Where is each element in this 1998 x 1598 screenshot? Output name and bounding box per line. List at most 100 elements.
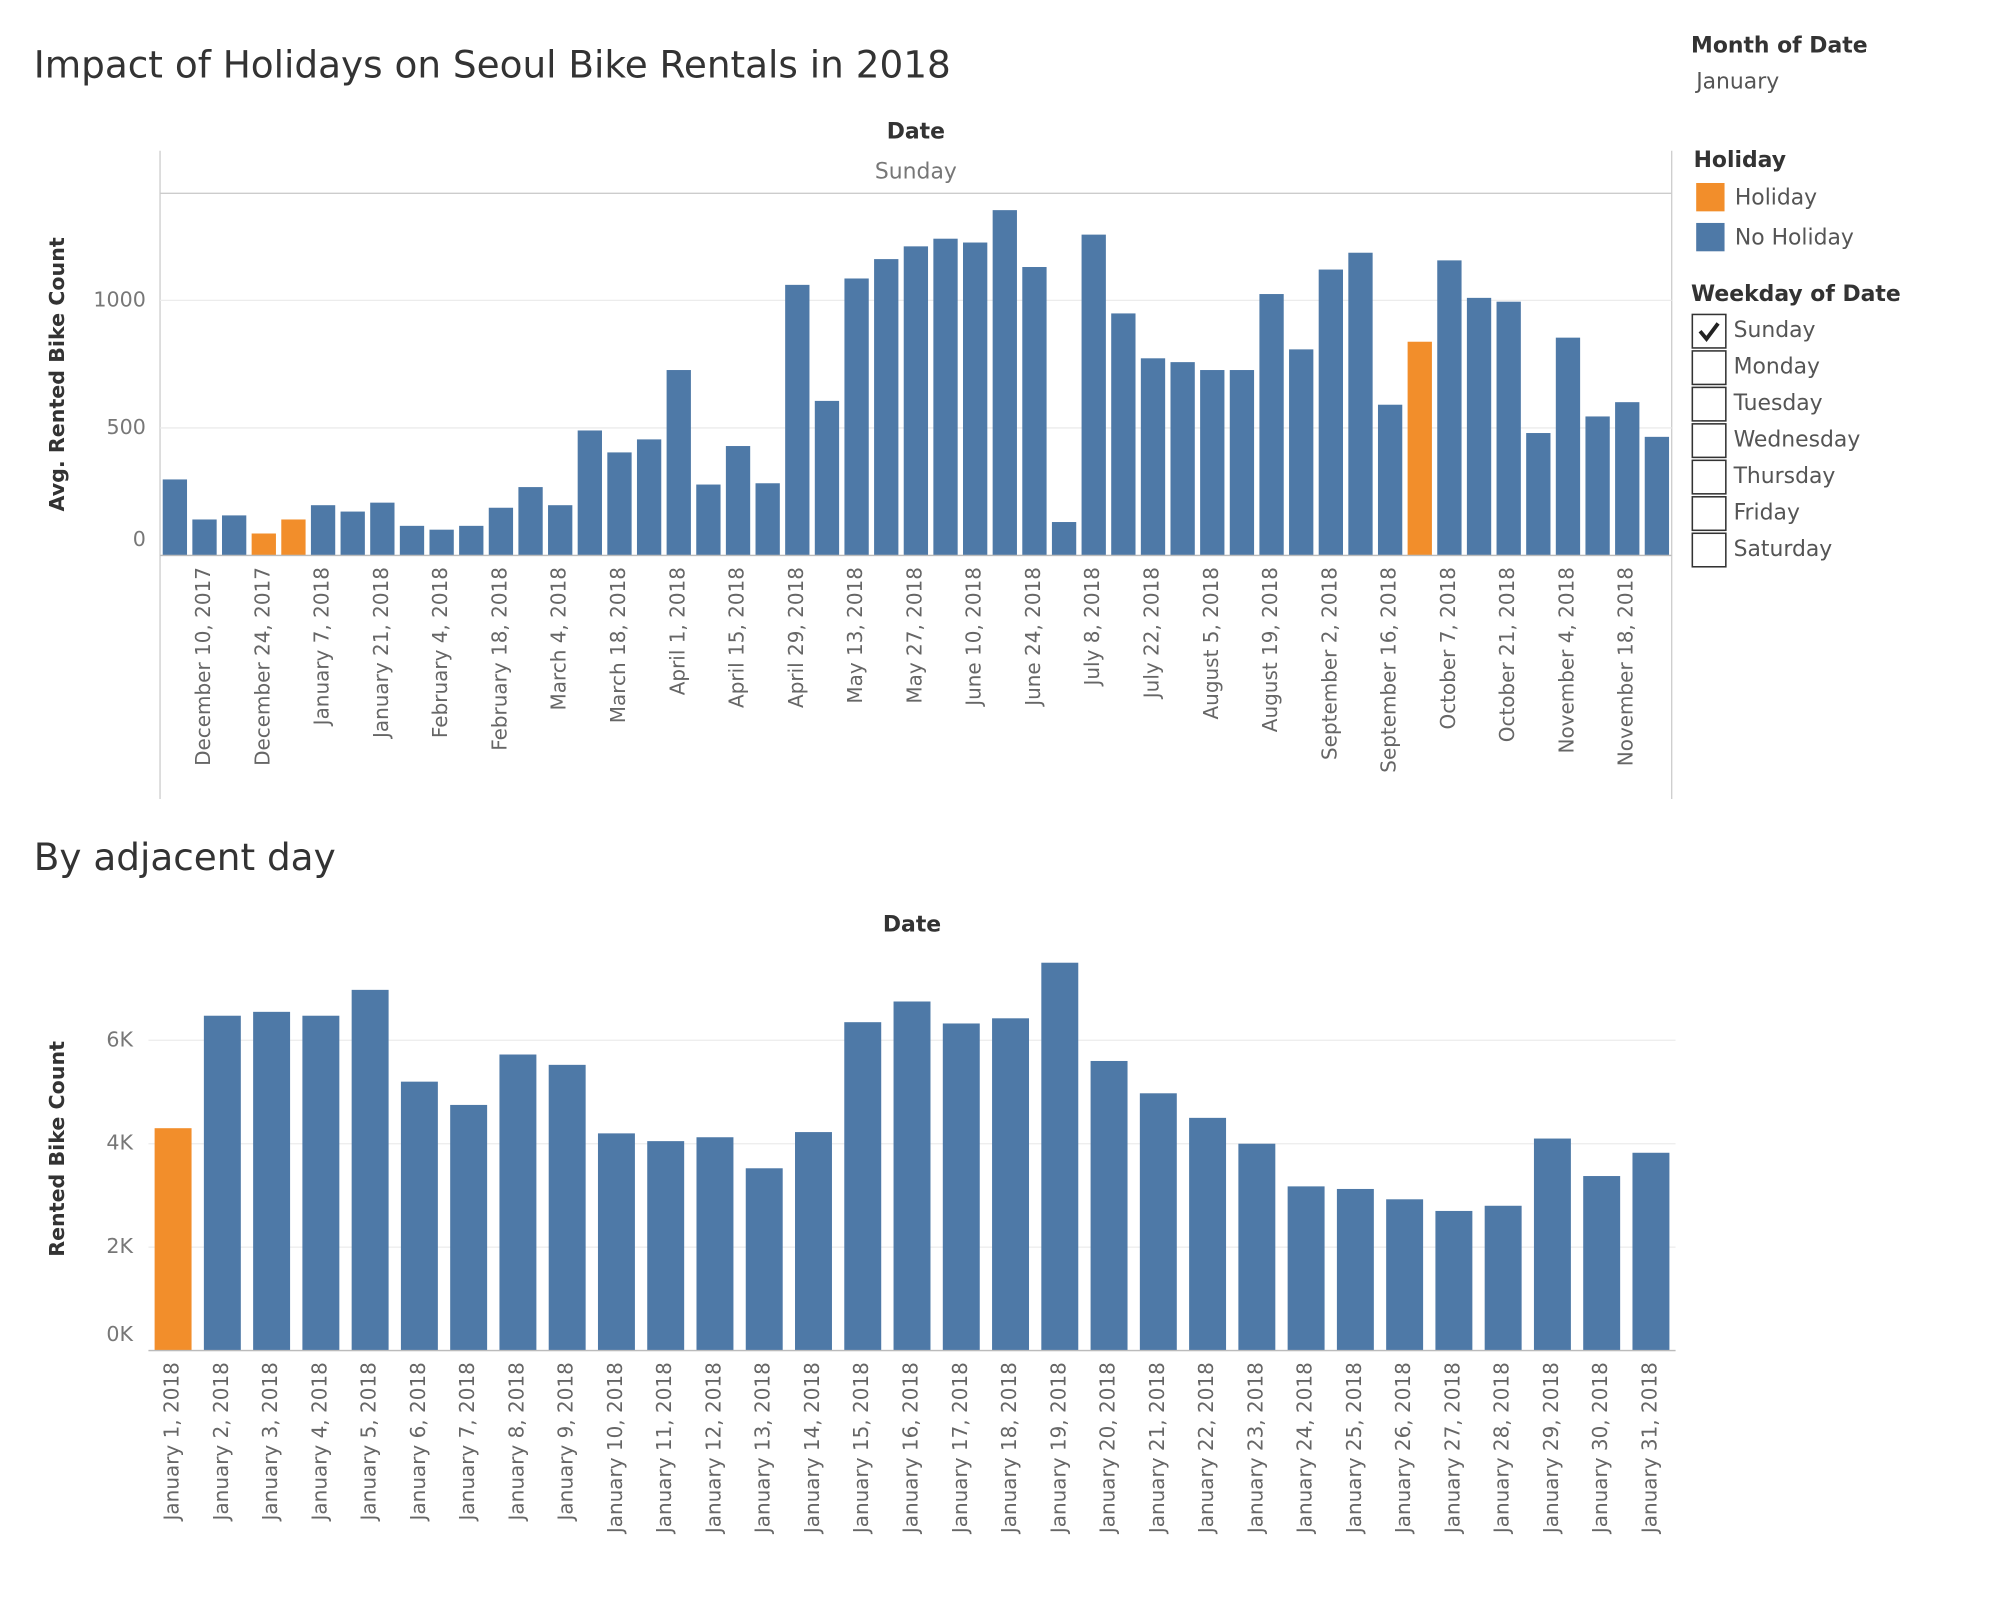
bar — [1348, 252, 1373, 556]
bar — [1111, 313, 1136, 556]
x-tick-label: January 19, 2018 — [1046, 1362, 1070, 1535]
x-tick-label: April 15, 2018 — [725, 567, 749, 708]
x-tick-label: January 18, 2018 — [997, 1362, 1021, 1535]
bar — [459, 525, 484, 556]
chart-header: Date — [883, 912, 941, 937]
bar — [1287, 1186, 1325, 1351]
filter-title: Month of Date — [1691, 33, 1868, 58]
bar — [1632, 1152, 1670, 1351]
bar — [1229, 370, 1255, 556]
legend-swatch — [1696, 182, 1725, 212]
y-tick-label: 0K — [106, 1322, 133, 1346]
x-tick-label: May 13, 2018 — [843, 567, 867, 704]
legend-swatch — [1696, 222, 1725, 252]
bar — [696, 1137, 734, 1351]
x-tick-label: January 27, 2018 — [1440, 1362, 1464, 1535]
checkbox[interactable] — [1691, 532, 1727, 568]
x-tick-label: June 10, 2018 — [962, 567, 986, 708]
x-tick-label: October 21, 2018 — [1495, 567, 1519, 742]
checkbox[interactable] — [1691, 350, 1727, 386]
bar — [302, 1015, 340, 1351]
bar — [795, 1132, 832, 1351]
x-tick-label: January 21, 2018 — [1145, 1362, 1169, 1535]
checkbox[interactable] — [1691, 459, 1727, 495]
bar — [577, 430, 602, 556]
bar — [992, 210, 1017, 556]
bar — [1189, 1117, 1227, 1351]
bar — [844, 278, 869, 556]
bar — [192, 519, 217, 556]
bar — [636, 439, 662, 556]
bar — [221, 515, 247, 556]
x-tick-label: January 1, 2018 — [160, 1362, 184, 1522]
bar — [745, 1168, 783, 1351]
bar — [450, 1104, 488, 1351]
y-tick-label: 500 — [107, 415, 146, 439]
legend-label: No Holiday — [1735, 225, 1854, 250]
x-tick-label: January 16, 2018 — [899, 1362, 923, 1535]
x-tick-label: December 10, 2017 — [191, 567, 215, 766]
bar — [696, 484, 721, 556]
bar — [1238, 1143, 1276, 1351]
dashboard-title: Impact of Holidays on Seoul Bike Rentals… — [34, 43, 951, 87]
x-tick-label: March 4, 2018 — [547, 567, 571, 710]
checkbox-label[interactable]: Sunday — [1734, 318, 1816, 343]
bar — [1435, 1210, 1473, 1351]
checkbox-label[interactable]: Thursday — [1733, 464, 1836, 489]
checkbox-label[interactable]: Wednesday — [1734, 428, 1861, 453]
bar — [1583, 1176, 1621, 1351]
x-tick-label: January 31, 2018 — [1637, 1362, 1661, 1535]
bar — [548, 1064, 586, 1351]
bar — [597, 1133, 635, 1351]
bar — [1377, 404, 1403, 556]
x-tick-label: January 15, 2018 — [849, 1362, 873, 1535]
bar — [874, 259, 899, 556]
checkbox-label[interactable]: Monday — [1734, 355, 1820, 380]
x-tick-label: April 1, 2018 — [665, 567, 689, 695]
x-tick-label: August 19, 2018 — [1258, 567, 1282, 732]
x-tick-label: August 5, 2018 — [1199, 567, 1223, 719]
bar — [1081, 234, 1106, 556]
bar — [281, 519, 306, 556]
checkbox[interactable] — [1691, 386, 1727, 422]
x-tick-label: January 22, 2018 — [1194, 1362, 1218, 1535]
x-tick-label: January 4, 2018 — [307, 1362, 331, 1522]
x-tick-label: January 26, 2018 — [1391, 1362, 1415, 1535]
x-tick-label: September 16, 2018 — [1377, 567, 1401, 773]
legend-title: Holiday — [1694, 148, 1786, 173]
bar — [1407, 341, 1432, 556]
bar — [518, 487, 543, 556]
checkbox-label[interactable]: Friday — [1734, 501, 1800, 526]
x-tick-label: January 6, 2018 — [406, 1362, 430, 1522]
checkbox-label[interactable]: Tuesday — [1733, 391, 1823, 416]
checkbox[interactable] — [1691, 313, 1727, 349]
x-tick-label: January 21, 2018 — [369, 567, 393, 740]
y-tick-label: 6K — [106, 1027, 133, 1051]
x-tick-label: December 24, 2017 — [250, 567, 274, 766]
bar — [1466, 297, 1492, 556]
x-tick-label: January 2, 2018 — [209, 1362, 233, 1522]
checkbox[interactable] — [1691, 496, 1727, 532]
y-tick-label: 0 — [133, 527, 146, 551]
bar — [1437, 260, 1462, 556]
x-tick-label: January 30, 2018 — [1588, 1362, 1612, 1535]
chart-title: By adjacent day — [34, 835, 336, 879]
x-tick-label: November 18, 2018 — [1614, 567, 1638, 766]
bar — [992, 1018, 1030, 1351]
legend-label: Holiday — [1735, 185, 1817, 210]
bar — [1200, 370, 1225, 556]
bar — [666, 370, 691, 556]
checkbox-label[interactable]: Saturday — [1734, 537, 1833, 562]
panel-header: Sunday — [875, 160, 957, 185]
bar — [607, 452, 632, 556]
checkbox[interactable] — [1691, 423, 1727, 459]
filter-value[interactable]: January — [1694, 69, 1779, 94]
bar — [725, 446, 751, 556]
filter-title: Weekday of Date — [1691, 282, 1901, 307]
bar — [1615, 402, 1640, 556]
x-tick-label: January 20, 2018 — [1096, 1362, 1120, 1535]
bar — [1051, 522, 1077, 556]
y-axis-label: Rented Bike Count — [45, 1041, 69, 1257]
y-tick-label: 1000 — [93, 287, 145, 311]
bar — [1484, 1205, 1522, 1351]
